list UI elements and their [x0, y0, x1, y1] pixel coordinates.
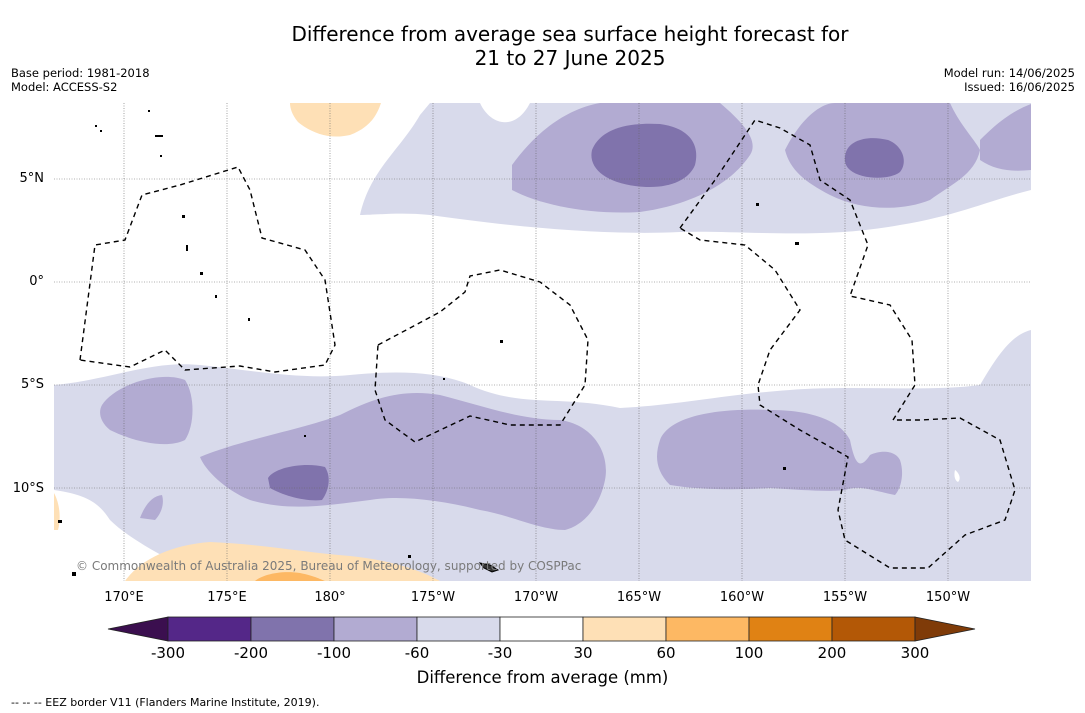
lat-label-5s: 5°S [20, 377, 44, 392]
anomaly-region-north-dark-b [844, 138, 904, 178]
issued-text: Issued: 16/06/2025 [964, 80, 1075, 94]
colorbar-tick-label: -300 [150, 644, 186, 662]
eez-border-tuvalu-kiribati-west [79, 166, 336, 373]
colorbar-tick-label: -30 [487, 644, 513, 662]
eez-borders [79, 119, 1016, 569]
anomaly-region-south-dark [268, 465, 329, 501]
anomaly-region-north-medium-c [980, 104, 1031, 171]
lon-label-165w: 165°W [616, 590, 662, 605]
colorbar-tick-label: 30 [573, 644, 593, 662]
lon-label-175w: 175°W [410, 590, 456, 605]
lat-label-10s: 10°S [12, 481, 44, 496]
anomaly-region-positive-south-strong [255, 572, 325, 581]
model-text: Model: ACCESS-S2 [11, 80, 118, 94]
meta-right: Model run: 14/06/2025 Issued: 16/06/2025 [944, 66, 1075, 94]
colorbar-tick-label: -100 [316, 644, 352, 662]
eez-footnote: -- -- -- EEZ border V11 (Flanders Marine… [11, 696, 320, 709]
copyright-text: © Commonwealth of Australia 2025, Bureau… [76, 559, 582, 573]
anomaly-region-positive-south [125, 542, 440, 581]
lon-label-180: 180° [314, 590, 346, 605]
colorbar-tick-label: -60 [404, 644, 430, 662]
anomaly-region-south-medium-a [100, 376, 193, 445]
colorbar-tick-label: -200 [233, 644, 269, 662]
eez-border-line-islands [678, 119, 1016, 569]
islands [58, 110, 799, 576]
lon-label-155w: 155°W [822, 590, 868, 605]
eez-border-phoenix [374, 269, 589, 443]
gridlines [54, 103, 1031, 581]
lon-label-170w: 170°W [513, 590, 559, 605]
colorbar-title: Difference from average (mm) [416, 668, 669, 687]
colorbar-tick-label: 300 [900, 644, 930, 662]
lat-label-0: 0° [29, 274, 44, 289]
lat-label-5n: 5°N [19, 171, 45, 186]
lon-label-160w: 160°W [719, 590, 765, 605]
anomaly-region-south-medium-d [657, 409, 903, 495]
anomaly-region-positive-north [290, 103, 381, 137]
anomaly-gap-north [480, 103, 530, 123]
anomaly-gap-south-right [954, 470, 960, 482]
colorbar-tick-label: 60 [656, 644, 676, 662]
map-area [54, 103, 1031, 581]
model-run-text: Model run: 14/06/2025 [943, 66, 1075, 80]
colorbar-tick-label: 100 [734, 644, 764, 662]
lon-label-175e: 175°E [207, 590, 247, 605]
base-period-text: Base period: 1981-2018 [11, 66, 150, 80]
colorbar-tick-label: 200 [817, 644, 847, 662]
meta-left: Base period: 1981-2018 Model: ACCESS-S2 [11, 66, 150, 94]
map-subtitle: 21 to 27 June 2025 [474, 46, 666, 70]
anomaly-region-south-medium-c [140, 495, 163, 520]
anomaly-region-north-dark-a [591, 123, 697, 188]
lon-label-170e: 170°E [104, 590, 144, 605]
map-title: Difference from average sea surface heig… [291, 22, 849, 46]
lon-label-150w: 150°W [925, 590, 971, 605]
